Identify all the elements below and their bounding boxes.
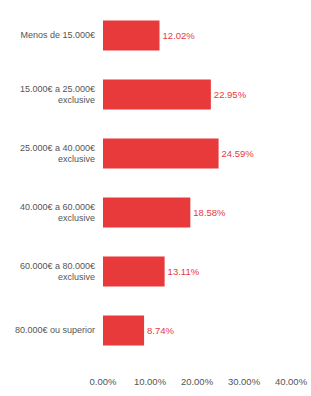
category-label: 80.000€ ou superior — [7, 315, 95, 347]
data-label: 12.02% — [162, 30, 195, 41]
tick — [244, 360, 245, 362]
data-label: 18.58% — [193, 207, 226, 218]
bar — [103, 198, 190, 228]
data-label: 22.95% — [214, 89, 247, 100]
bar — [103, 257, 165, 287]
bar — [103, 21, 159, 51]
category-label: 25.000€ a 40.000€ exclusive — [7, 138, 95, 170]
category-label: 60.000€ a 80.000€ exclusive — [7, 256, 95, 288]
bar — [103, 316, 144, 346]
tick-label: 40.00% — [275, 376, 308, 387]
bars — [103, 21, 219, 346]
tick-label: 10.00% — [134, 376, 167, 387]
category-label: Menos de 15.000€ — [7, 20, 95, 52]
bar — [103, 80, 211, 110]
bar — [103, 139, 219, 169]
category-label: 15.000€ a 25.000€ exclusive — [7, 79, 95, 111]
data-label: 8.74% — [147, 325, 174, 336]
chart: 12.02% 22.95% 24.59% 18.58% 13.11% 8.74% 0.00%… — [0, 0, 311, 396]
data-label: 13.11% — [168, 266, 200, 277]
tick-label: 20.00% — [181, 376, 214, 387]
tick-label: 30.00% — [228, 376, 261, 387]
tick — [150, 360, 151, 362]
tick — [103, 360, 104, 362]
tick-label: 0.00% — [90, 376, 117, 387]
tick — [197, 360, 198, 362]
category-label: 40.000€ a 60.000€ exclusive — [7, 197, 95, 229]
data-label: 24.59% — [222, 148, 255, 159]
tick — [291, 360, 292, 362]
